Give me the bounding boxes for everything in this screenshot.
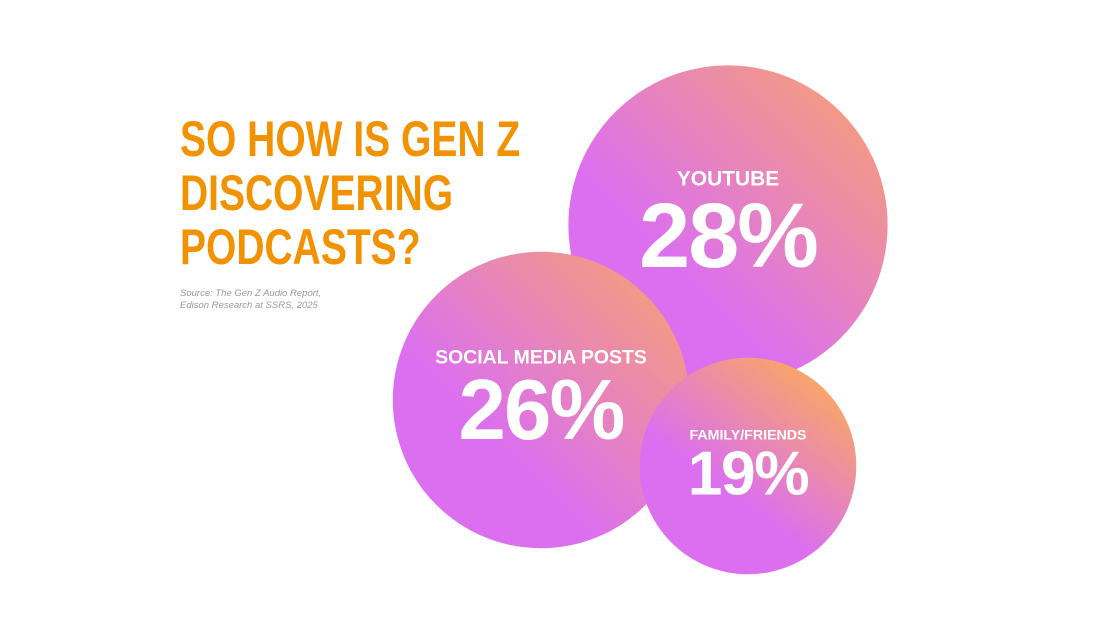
bubble-value: 19% bbox=[688, 440, 809, 509]
title-line: PODCASTS? bbox=[180, 219, 421, 275]
bubble-label: SOCIAL MEDIA POSTS bbox=[435, 346, 647, 368]
title-line: DISCOVERING bbox=[180, 165, 454, 221]
bubble-label: YOUTUBE bbox=[677, 168, 779, 191]
source-line: Edison Research at SSRS, 2025 bbox=[180, 300, 318, 311]
bubble-label: FAMILY/FRIENDS bbox=[689, 427, 806, 443]
bubble bbox=[392, 251, 690, 549]
title-line: SO HOW IS GEN Z bbox=[180, 111, 521, 167]
source: Source: The Gen Z Audio Report, Edison R… bbox=[180, 288, 321, 312]
title: SO HOW IS GEN Z DISCOVERING PODCASTS? bbox=[180, 112, 520, 274]
bubble-value: 28% bbox=[639, 185, 817, 287]
bubble-value: 26% bbox=[459, 363, 624, 458]
bubble bbox=[639, 357, 857, 575]
source-line: Source: The Gen Z Audio Report, bbox=[180, 288, 322, 299]
